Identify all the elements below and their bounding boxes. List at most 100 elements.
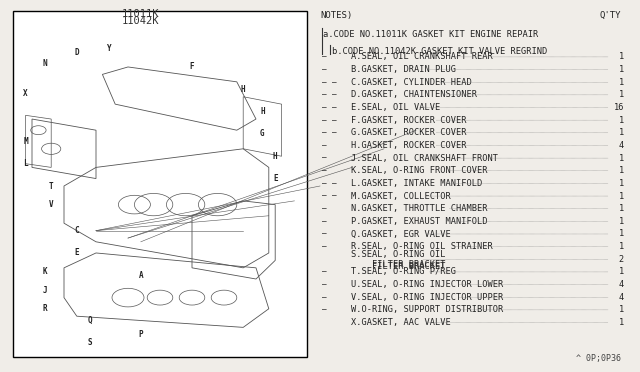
Text: Y: Y: [106, 44, 111, 53]
Text: FILTER BRACKET: FILTER BRACKET: [351, 262, 445, 271]
Text: M: M: [23, 137, 28, 146]
Text: K.SEAL, O-RING FRONT COVER: K.SEAL, O-RING FRONT COVER: [351, 166, 487, 175]
Text: —: —: [322, 78, 326, 87]
Text: 1: 1: [619, 217, 624, 226]
Text: X: X: [23, 89, 28, 97]
Text: —: —: [322, 242, 326, 251]
Text: 1: 1: [619, 305, 624, 314]
Text: J.SEAL, OIL CRANKSHAFT FRONT: J.SEAL, OIL CRANKSHAFT FRONT: [351, 154, 498, 163]
Text: S: S: [87, 338, 92, 347]
Text: —: —: [322, 280, 326, 289]
Text: T: T: [49, 182, 54, 190]
Text: L.GASKET, INTAKE MANIFOLD: L.GASKET, INTAKE MANIFOLD: [351, 179, 482, 188]
Text: H: H: [260, 107, 265, 116]
Text: S.SEAL, O-RING OIL
    FILTER BRACKET: S.SEAL, O-RING OIL FILTER BRACKET: [351, 250, 445, 269]
Text: 1: 1: [619, 179, 624, 188]
Text: 1: 1: [619, 116, 624, 125]
Text: a.CODE NO.11011K GASKET KIT ENGINE REPAIR: a.CODE NO.11011K GASKET KIT ENGINE REPAI…: [323, 30, 538, 39]
Text: R: R: [42, 304, 47, 313]
Text: Q.GASKET, EGR VALVE: Q.GASKET, EGR VALVE: [351, 230, 451, 238]
Text: —: —: [322, 154, 326, 163]
Text: 1: 1: [619, 318, 624, 327]
Text: N: N: [42, 59, 47, 68]
Text: A.SEAL, OIL CRANKSHAFT REAR: A.SEAL, OIL CRANKSHAFT REAR: [351, 52, 492, 61]
Text: H: H: [241, 85, 246, 94]
Text: 16: 16: [614, 103, 624, 112]
Text: —: —: [322, 293, 326, 302]
Text: —: —: [332, 128, 336, 137]
Text: 4: 4: [619, 293, 624, 302]
Text: V.SEAL, O-RING INJECTOR UPPER: V.SEAL, O-RING INJECTOR UPPER: [351, 293, 503, 302]
Text: b.CODE NO.11042K GASKET KIT VALVE REGRIND: b.CODE NO.11042K GASKET KIT VALVE REGRIN…: [332, 46, 547, 55]
Text: —: —: [322, 90, 326, 99]
Text: 1: 1: [619, 65, 624, 74]
Text: E: E: [74, 248, 79, 257]
Text: —: —: [332, 116, 336, 125]
Text: J: J: [42, 286, 47, 295]
Text: 1: 1: [619, 242, 624, 251]
Text: 11011K: 11011K: [122, 9, 159, 19]
Text: —: —: [322, 204, 326, 213]
Text: U.SEAL, O-RING INJECTOR LOWER: U.SEAL, O-RING INJECTOR LOWER: [351, 280, 503, 289]
Text: —: —: [322, 230, 326, 238]
Text: 1: 1: [619, 154, 624, 163]
Text: M.GASKET, COLLECTOR: M.GASKET, COLLECTOR: [351, 192, 451, 201]
Text: 11042K: 11042K: [122, 16, 159, 26]
Text: H: H: [273, 152, 278, 161]
Text: —: —: [322, 65, 326, 74]
Text: H.GASKET, ROCKER COVER: H.GASKET, ROCKER COVER: [351, 141, 466, 150]
Text: 1: 1: [619, 90, 624, 99]
Text: ^ 0P;0P36: ^ 0P;0P36: [576, 354, 621, 363]
Text: 4: 4: [619, 280, 624, 289]
Text: D: D: [74, 48, 79, 57]
Text: 1: 1: [619, 192, 624, 201]
Text: X.GASKET, AAC VALVE: X.GASKET, AAC VALVE: [351, 318, 451, 327]
Text: —: —: [322, 305, 326, 314]
Text: —: —: [322, 128, 326, 137]
Text: E.SEAL, OIL VALVE: E.SEAL, OIL VALVE: [351, 103, 440, 112]
Text: N.GASKET, THROTTLE CHAMBER: N.GASKET, THROTTLE CHAMBER: [351, 204, 487, 213]
Text: P.GASKET, EXHAUST MANIFOLD: P.GASKET, EXHAUST MANIFOLD: [351, 217, 487, 226]
Text: —: —: [322, 217, 326, 226]
Text: —: —: [322, 52, 326, 61]
Text: —: —: [322, 141, 326, 150]
Text: F.GASKET, ROCKER COVER: F.GASKET, ROCKER COVER: [351, 116, 466, 125]
Text: —: —: [322, 267, 326, 276]
Text: —: —: [332, 179, 336, 188]
Text: L: L: [23, 159, 28, 168]
Text: T.SEAL, O-RING P/REG: T.SEAL, O-RING P/REG: [351, 267, 456, 276]
Text: V: V: [49, 200, 54, 209]
Text: —: —: [322, 166, 326, 175]
Text: —: —: [322, 192, 326, 201]
Text: —: —: [332, 103, 336, 112]
Text: 1: 1: [619, 52, 624, 61]
Text: W.O-RING, SUPPORT DISTRIBUTOR: W.O-RING, SUPPORT DISTRIBUTOR: [351, 305, 503, 314]
Text: B.GASKET, DRAIN PLUG: B.GASKET, DRAIN PLUG: [351, 65, 456, 74]
Text: 1: 1: [619, 78, 624, 87]
Text: Q'TY: Q'TY: [599, 11, 621, 20]
Text: C: C: [74, 226, 79, 235]
Text: P: P: [138, 330, 143, 339]
Text: E: E: [273, 174, 278, 183]
Text: —: —: [322, 116, 326, 125]
Text: A: A: [138, 271, 143, 280]
Text: D.GASKET, CHAINTENSIONER: D.GASKET, CHAINTENSIONER: [351, 90, 477, 99]
Text: NOTES): NOTES): [320, 11, 352, 20]
Text: 1: 1: [619, 128, 624, 137]
Text: —: —: [332, 78, 336, 87]
Text: Q: Q: [87, 315, 92, 324]
Text: —: —: [332, 192, 336, 201]
Text: G.GASKET, ROCKER COVER: G.GASKET, ROCKER COVER: [351, 128, 466, 137]
Text: F: F: [189, 62, 195, 71]
Text: —: —: [332, 90, 336, 99]
Text: K: K: [42, 267, 47, 276]
Text: 1: 1: [619, 166, 624, 175]
Text: C.GASKET, CYLINDER HEAD: C.GASKET, CYLINDER HEAD: [351, 78, 472, 87]
Text: G: G: [260, 129, 265, 138]
Text: —: —: [322, 179, 326, 188]
Text: 4: 4: [619, 141, 624, 150]
Text: 1: 1: [619, 267, 624, 276]
Text: —: —: [322, 103, 326, 112]
Text: R.SEAL, O-RING OIL STRAINER: R.SEAL, O-RING OIL STRAINER: [351, 242, 492, 251]
Text: 1: 1: [619, 230, 624, 238]
